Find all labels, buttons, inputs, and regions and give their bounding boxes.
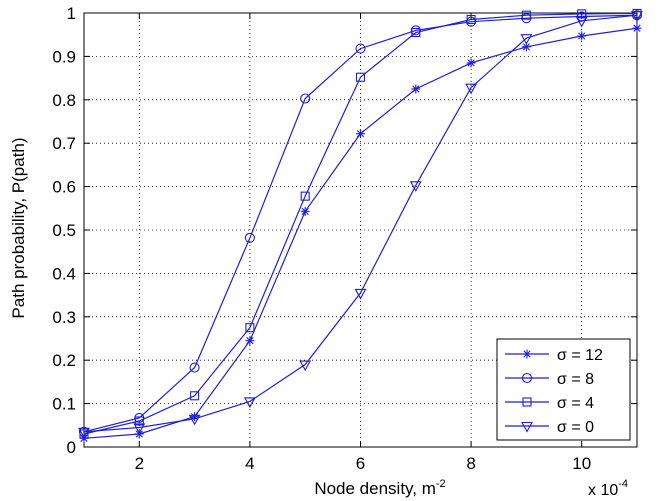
y-tick-label: 0.7 xyxy=(52,134,76,153)
data-point xyxy=(188,414,201,426)
data-point xyxy=(355,72,366,82)
data-point xyxy=(577,9,587,19)
x-axis-multiplier: x 10-4 xyxy=(588,478,628,499)
y-tick-label: 0.5 xyxy=(52,221,76,240)
y-tick-label: 0.8 xyxy=(52,91,76,110)
data-point xyxy=(465,83,478,95)
legend-marker xyxy=(521,372,533,384)
legend-entry: σ = 12 xyxy=(505,347,603,364)
series-group xyxy=(78,8,643,443)
legend-box xyxy=(496,338,631,441)
data-point xyxy=(354,288,367,300)
y-tick-label: 0.2 xyxy=(52,351,76,370)
data-point xyxy=(632,23,642,33)
data-point xyxy=(299,360,312,372)
data-point xyxy=(245,323,255,333)
grid xyxy=(84,13,637,447)
data-point xyxy=(300,191,310,201)
data-point xyxy=(190,412,200,422)
y-tick-label: 0 xyxy=(67,438,76,457)
legend-label: σ = 4 xyxy=(557,395,594,412)
data-point xyxy=(245,336,255,346)
data-point xyxy=(520,34,533,45)
x-axis-label: Node density, m-2 xyxy=(314,478,445,498)
data-point xyxy=(521,42,531,52)
data-point xyxy=(356,129,365,139)
y-tick-label: 0.4 xyxy=(52,264,76,283)
y-tick-label: 0.3 xyxy=(52,308,76,327)
legend-entry: σ = 4 xyxy=(505,395,594,412)
legend: σ = 12 σ = 8 σ = 4 σ = 0 xyxy=(496,338,631,441)
axis-ticks: 2 4 6 8 10 0 0.1 0.2 0.3 0.4 0.5 0.6 0.7 0.8 0.9 1 xyxy=(52,4,637,473)
data-point xyxy=(409,181,422,192)
y-tick-label: 1 xyxy=(67,4,76,23)
legend-label: σ = 8 xyxy=(557,371,594,388)
series-3 xyxy=(78,11,643,439)
y-tick-label: 0.9 xyxy=(52,47,76,66)
legend-marker xyxy=(521,421,533,433)
data-point xyxy=(411,84,421,94)
legend-label: σ = 12 xyxy=(557,347,603,364)
legend-entry: σ = 0 xyxy=(505,419,594,436)
data-point xyxy=(243,397,256,409)
data-point xyxy=(189,362,200,373)
x-tick-label: 10 xyxy=(572,454,591,473)
data-point xyxy=(190,391,200,401)
x-tick-label: 4 xyxy=(245,454,254,473)
series-2 xyxy=(79,8,642,439)
x-tick-label: 8 xyxy=(466,454,475,473)
data-point xyxy=(631,11,643,22)
x-tick-label: 6 xyxy=(356,454,365,473)
series-line xyxy=(83,12,638,435)
legend-entry: σ = 8 xyxy=(505,371,594,388)
data-point xyxy=(466,58,476,68)
data-point xyxy=(466,14,476,25)
y-tick-label: 0.1 xyxy=(52,395,76,414)
y-tick-label: 0.6 xyxy=(52,178,76,197)
legend-label: σ = 0 xyxy=(557,419,594,436)
data-point xyxy=(134,416,144,426)
data-point xyxy=(577,31,587,41)
data-point xyxy=(133,423,146,435)
data-point xyxy=(411,27,421,38)
x-tick-label: 2 xyxy=(135,454,144,473)
series-line xyxy=(83,14,638,433)
legend-marker xyxy=(522,397,532,407)
y-axis-label: Path probability, P(path) xyxy=(9,137,28,318)
legend-marker xyxy=(522,349,532,359)
data-point xyxy=(78,427,90,439)
data-point xyxy=(244,232,255,243)
data-point xyxy=(575,16,588,28)
data-point xyxy=(355,43,366,54)
data-point xyxy=(521,10,531,20)
data-point xyxy=(300,206,310,216)
data-point xyxy=(300,93,311,104)
series-line xyxy=(83,14,638,433)
